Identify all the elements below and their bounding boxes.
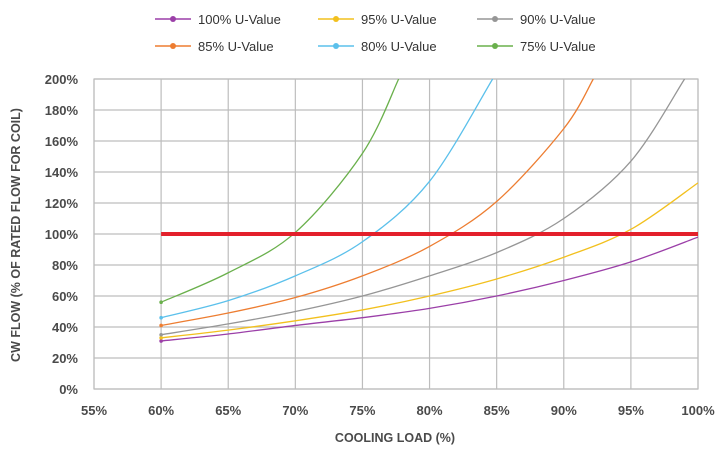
series-point xyxy=(159,323,163,328)
legend-label: 100% U-Value xyxy=(198,12,281,27)
y-tick-label: 120% xyxy=(45,196,79,211)
y-tick-label: 20% xyxy=(52,351,78,366)
legend-marker-100 xyxy=(170,16,176,22)
x-tick-label: 95% xyxy=(618,403,644,418)
legend-marker-90 xyxy=(492,16,498,22)
series-point xyxy=(159,300,163,305)
series-group xyxy=(159,79,594,328)
y-tick-label: 140% xyxy=(45,165,79,180)
y-tick-label: 60% xyxy=(52,289,78,304)
legend-item: 80% U-Value xyxy=(318,39,437,54)
y-tick-label: 40% xyxy=(52,320,78,335)
y-tick-label: 80% xyxy=(52,258,78,273)
series-group xyxy=(159,182,698,340)
legend-marker-95 xyxy=(333,16,339,22)
legend-marker-80 xyxy=(333,43,339,49)
legend-label: 80% U-Value xyxy=(361,39,437,54)
series-line xyxy=(161,182,698,339)
series-line xyxy=(161,236,698,342)
legend-item: 85% U-Value xyxy=(155,39,274,54)
legend-label: 85% U-Value xyxy=(198,39,274,54)
series-lines xyxy=(159,79,698,343)
legend-label: 90% U-Value xyxy=(520,12,596,27)
series-group xyxy=(159,79,400,305)
y-tick-labels: 0% 20% 40% 60% 80% 100% 120% 140% 160% 180% 200% xyxy=(45,72,79,397)
legend-item: 75% U-Value xyxy=(477,39,596,54)
series-line xyxy=(160,79,594,327)
legend-item: 100% U-Value xyxy=(155,12,281,27)
legend-item: 95% U-Value xyxy=(318,12,437,27)
x-tick-label: 65% xyxy=(215,403,241,418)
x-tick-label: 55% xyxy=(81,403,107,418)
series-point xyxy=(159,339,163,343)
series-line xyxy=(161,79,686,336)
x-tick-label: 70% xyxy=(282,403,308,418)
series-line xyxy=(160,79,494,319)
x-axis-title: COOLING LOAD (%) xyxy=(335,431,455,445)
x-tick-label: 90% xyxy=(551,403,577,418)
series-line xyxy=(160,79,400,303)
series-group xyxy=(159,79,494,320)
x-tick-label: 75% xyxy=(349,403,375,418)
y-axis-title: CW FLOW (% OF RATED FLOW FOR COIL) xyxy=(9,108,23,362)
legend-item: 90% U-Value xyxy=(477,12,596,27)
x-tick-labels: 55% 60% 65% 70% 75% 80% 85% 90% 95% 100% xyxy=(81,403,715,418)
x-tick-label: 60% xyxy=(148,403,174,418)
legend-marker-75 xyxy=(492,43,498,49)
legend-label: 75% U-Value xyxy=(520,39,596,54)
series-point xyxy=(159,332,163,337)
y-tick-label: 200% xyxy=(45,72,79,87)
x-tick-label: 100% xyxy=(681,403,715,418)
y-tick-label: 160% xyxy=(45,134,79,149)
y-tick-label: 100% xyxy=(45,227,79,242)
series-group xyxy=(159,236,698,343)
legend: 100% U-Value 95% U-Value 90% U-Value 85%… xyxy=(155,12,596,54)
y-tick-label: 180% xyxy=(45,103,79,118)
legend-label: 95% U-Value xyxy=(361,12,437,27)
series-group xyxy=(159,79,686,337)
legend-marker-85 xyxy=(170,43,176,49)
x-tick-label: 85% xyxy=(484,403,510,418)
y-tick-label: 0% xyxy=(59,382,78,397)
series-point xyxy=(159,336,163,340)
series-point xyxy=(159,315,163,320)
x-tick-label: 80% xyxy=(417,403,443,418)
